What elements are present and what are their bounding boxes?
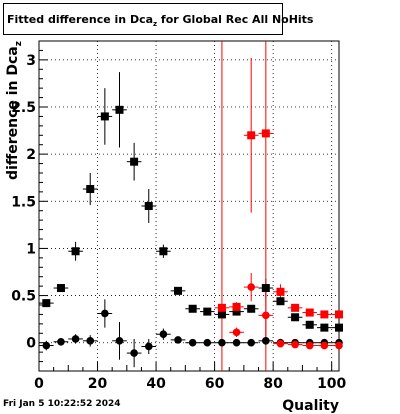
data-point-circle <box>247 338 255 347</box>
data-point-square <box>188 304 197 313</box>
data-point-circle <box>188 338 197 347</box>
data-point-circle <box>262 311 270 320</box>
data-point-square <box>232 302 241 311</box>
y-axis-label-main: difference in Dca <box>5 46 21 180</box>
data-point-square <box>130 157 139 166</box>
data-point-circle <box>203 338 212 347</box>
x-tick-label: 0 <box>34 376 44 392</box>
data-point-square <box>232 307 241 316</box>
data-point-square <box>100 112 109 121</box>
data-point-square <box>159 247 168 256</box>
data-point-square <box>320 323 329 332</box>
data-point-circle <box>71 335 80 343</box>
data-point-circle <box>130 349 138 357</box>
data-point-circle <box>232 328 241 337</box>
chart-title-main: Fitted difference in Dca <box>7 13 154 26</box>
data-point-circle <box>144 342 153 351</box>
data-point-circle <box>247 283 255 291</box>
data-point-square <box>86 185 95 194</box>
data-point-circle <box>42 341 51 350</box>
data-point-square <box>247 131 256 140</box>
data-point-square <box>261 129 270 138</box>
data-point-square <box>217 303 226 312</box>
y-axis-label-subscript: z <box>14 41 24 46</box>
data-point-square <box>320 310 329 319</box>
y-tick-label: 3 <box>26 53 36 69</box>
x-tick-label: 100 <box>317 376 346 392</box>
chart-title-subscript: z <box>153 20 158 28</box>
y-axis-label: difference in Dcaz <box>5 41 24 180</box>
data-point-circle <box>218 338 226 347</box>
axis-ticks: 0 20 40 60 80 100 0 0.5 1 1.5 2 2.5 3 <box>11 49 347 392</box>
data-point-square <box>217 310 226 319</box>
x-tick-label: 80 <box>263 376 283 392</box>
chart-title-box: Fitted difference in Dcaz for Global Rec… <box>3 3 313 35</box>
data-point-circle <box>174 336 182 344</box>
data-point-square <box>115 105 124 114</box>
grid-lines <box>38 41 339 371</box>
data-point-square <box>42 299 51 308</box>
data-point-circle <box>262 337 270 345</box>
data-point-circle <box>291 340 299 349</box>
chart-title: Fitted difference in Dcaz for Global Rec… <box>7 13 313 28</box>
data-point-square <box>305 308 314 317</box>
data-point-circle <box>305 341 314 350</box>
data-point-circle <box>101 309 109 318</box>
data-point-square <box>335 310 343 319</box>
x-tick-label: 60 <box>205 376 225 392</box>
data-point-circle <box>159 330 168 339</box>
plot-frame <box>38 40 340 372</box>
date-stamp: Fri Jan 5 10:22:52 2024 <box>3 399 121 409</box>
data-point-square <box>291 303 300 312</box>
y-tick-label: 1.5 <box>11 194 36 210</box>
x-axis-label: Quality <box>282 398 339 414</box>
data-point-square <box>276 297 285 306</box>
chart-title-rest: for Global Rec All NoHits <box>157 13 314 26</box>
data-point-circle <box>276 339 285 348</box>
data-point-circle <box>335 341 343 350</box>
data-point-square <box>247 304 256 313</box>
data-point-square <box>71 247 80 256</box>
data-markers <box>42 105 343 357</box>
data-point-circle <box>320 341 329 350</box>
y-tick-label: 2 <box>26 147 36 163</box>
data-point-square <box>305 320 314 329</box>
y-tick-label: 0 <box>26 336 36 352</box>
data-point-square <box>174 286 183 295</box>
data-point-circle <box>86 337 95 345</box>
data-point-square <box>203 307 212 316</box>
x-tick-label: 20 <box>88 376 108 392</box>
data-point-square <box>291 313 300 322</box>
y-tick-label: 2.5 <box>11 100 36 116</box>
data-point-square <box>276 287 285 296</box>
data-point-square <box>335 323 343 332</box>
data-point-circle <box>232 338 241 347</box>
y-tick-label: 0.5 <box>11 289 36 305</box>
data-point-circle <box>57 337 65 346</box>
data-point-square <box>56 284 65 293</box>
y-tick-label: 1 <box>26 241 36 257</box>
data-point-circle <box>115 337 124 345</box>
data-point-square <box>144 202 153 210</box>
x-tick-label: 40 <box>146 376 166 392</box>
data-point-square <box>261 284 270 293</box>
error-bars <box>39 41 340 371</box>
